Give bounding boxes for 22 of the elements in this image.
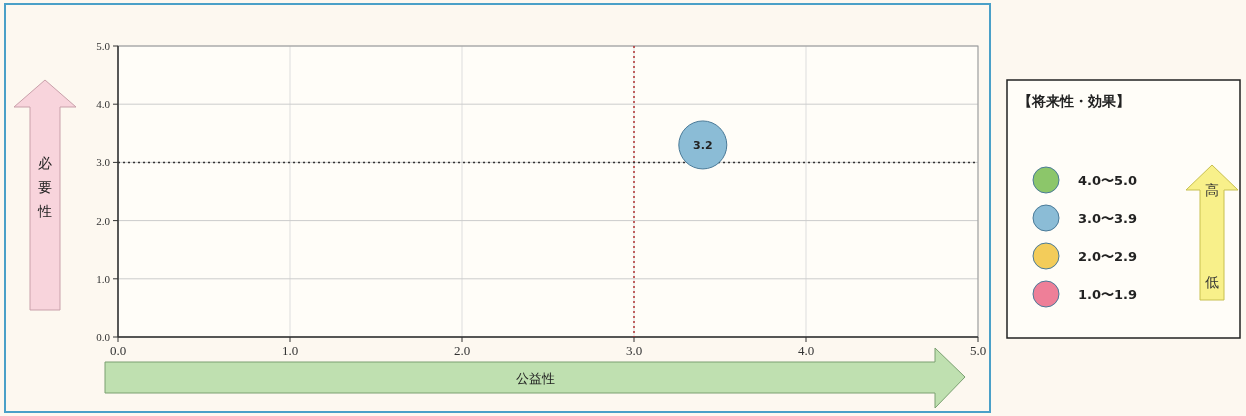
- y-tick-label: 0.0: [96, 331, 111, 343]
- legend-title: 【将来性・効果】: [1018, 93, 1130, 109]
- legend-label: 2.0〜2.9: [1078, 249, 1138, 264]
- x-tick-label: 0.0: [109, 343, 127, 358]
- text: 高: [1205, 182, 1219, 198]
- y-tick-label: 4.0: [96, 98, 111, 111]
- y-tick-label: 2.0: [96, 214, 111, 227]
- legend-label: 3.0〜3.9: [1078, 211, 1138, 226]
- x-tick-label: 2.0: [453, 343, 471, 358]
- x-tick-label: 3.0: [625, 343, 643, 358]
- legend-label: 4.0〜5.0: [1078, 173, 1138, 188]
- x-tick-label: 1.0: [281, 343, 299, 358]
- y-tick-label: 5.0: [96, 40, 111, 52]
- x-tick-label: 4.0: [797, 343, 815, 358]
- y-tick-label: 1.0: [96, 272, 111, 285]
- annotation: 3.2: [693, 138, 713, 152]
- text: 低: [1205, 274, 1219, 290]
- x-tick-label: 5.0: [969, 343, 987, 358]
- y-axis-title: 必要性: [37, 155, 52, 219]
- y-tick-label: 3.0: [96, 156, 111, 169]
- legend-label: 1.0〜1.9: [1078, 287, 1138, 302]
- x-axis-title: 公益性: [515, 371, 555, 386]
